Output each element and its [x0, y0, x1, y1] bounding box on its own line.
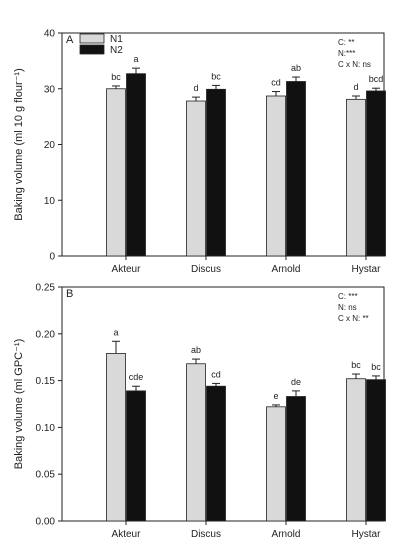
- x-tick-label: Akteur: [112, 264, 142, 275]
- bar-discus-n1: [186, 363, 206, 522]
- legend-label-n2: N2: [110, 45, 123, 56]
- significance-letter: e: [273, 391, 278, 401]
- significance-letter: a: [113, 327, 118, 337]
- x-tick-label: Arnold: [272, 264, 301, 275]
- chart-panel-a: 0 10 20 30 40 Baking volume (ml 10 g flour⁻¹)…: [13, 29, 386, 275]
- x-tick-label: Discus: [191, 264, 221, 275]
- significance-letter: ab: [191, 345, 201, 355]
- bar-hystar-n1: [346, 98, 366, 257]
- y-tick-label: 20: [44, 140, 56, 151]
- bar-discus-n2: [206, 385, 226, 522]
- significance-letter: d: [353, 82, 358, 92]
- y-tick-label: 40: [44, 29, 56, 40]
- significance-letter: cd: [211, 369, 221, 379]
- bar-akteur-n2: [126, 390, 146, 522]
- stat-annotation: C: **: [338, 38, 354, 47]
- y-tick-label: 0.20: [36, 329, 56, 340]
- significance-letter: bc: [111, 72, 121, 82]
- significance-letter: de: [291, 377, 301, 387]
- significance-letter: d: [193, 83, 198, 93]
- significance-letter: cd: [271, 78, 281, 88]
- x-tick-label: Hystar: [352, 264, 382, 275]
- bar-hystar-n2: [366, 90, 386, 257]
- y-tick-label: 0.05: [36, 470, 56, 481]
- bar-hystar-n1: [346, 378, 366, 522]
- panel-letter: B: [66, 288, 73, 300]
- x-tick-label: Arnold: [272, 529, 301, 540]
- significance-letter: ab: [291, 63, 301, 73]
- bar-discus-n2: [206, 88, 226, 257]
- bar-arnold-n1: [266, 406, 286, 522]
- stat-annotation: C x N: ns: [338, 60, 371, 69]
- y-tick-label: 0.10: [36, 423, 56, 434]
- stat-annotation: C: ***: [338, 292, 358, 301]
- significance-letter: bc: [371, 362, 381, 372]
- stat-annotation: N: ns: [338, 303, 357, 312]
- significance-letter: bc: [351, 360, 361, 370]
- bar-akteur-n1: [106, 353, 126, 522]
- bar-hystar-n2: [366, 379, 386, 522]
- y-tick-label: 10: [44, 196, 56, 207]
- legend-swatch-n2: [79, 44, 105, 55]
- bar-arnold-n2: [286, 81, 306, 257]
- significance-letter: bcd: [369, 74, 384, 84]
- bar-akteur-n1: [106, 88, 126, 257]
- x-tick-label: Akteur: [112, 529, 142, 540]
- stat-annotation: N:***: [338, 49, 355, 58]
- y-axis-label: Baking volume (ml 10 g flour⁻¹): [13, 68, 25, 221]
- y-axis-label: Baking volume (ml GPC⁻¹): [13, 339, 25, 470]
- bar-akteur-n2: [126, 73, 146, 257]
- y-tick-label: 30: [44, 84, 56, 95]
- chart-panel-b: 0.00 0.05 0.10 0.15 0.20 0.25 Baking volume (m…: [13, 283, 386, 540]
- bar-discus-n1: [186, 100, 206, 257]
- stat-annotation: C x N: **: [338, 314, 369, 323]
- significance-letter: a: [133, 54, 138, 64]
- significance-letter: bc: [211, 71, 221, 81]
- significance-letter: cde: [129, 372, 144, 382]
- bar-arnold-n2: [286, 396, 306, 522]
- y-tick-label: 0.00: [36, 517, 56, 528]
- legend-label-n1: N1: [110, 34, 123, 45]
- x-tick-label: Hystar: [352, 529, 382, 540]
- bar-arnold-n1: [266, 95, 286, 257]
- legend-swatch-n1: [79, 33, 105, 44]
- y-tick-label: 0: [49, 252, 55, 263]
- x-tick-label: Discus: [191, 529, 221, 540]
- panel-letter: A: [66, 34, 74, 46]
- y-tick-label: 0.25: [36, 283, 56, 294]
- y-tick-label: 0.15: [36, 376, 56, 387]
